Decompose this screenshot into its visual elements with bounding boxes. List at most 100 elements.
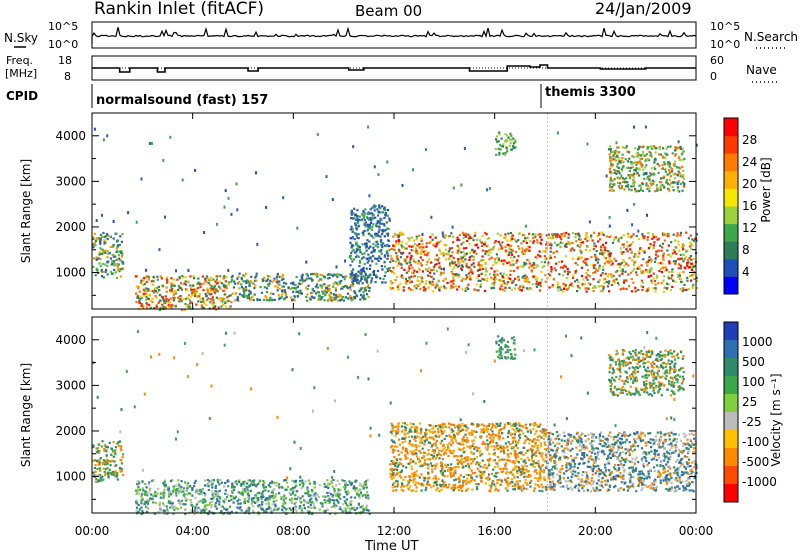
data-cell <box>211 497 214 500</box>
data-cell <box>591 286 595 289</box>
data-cell <box>438 249 441 252</box>
data-cell <box>515 459 518 462</box>
data-cell <box>317 495 320 499</box>
data-cell <box>339 488 342 491</box>
data-cell <box>457 261 460 264</box>
data-cell <box>629 161 632 164</box>
data-cell <box>691 274 694 277</box>
data-cell <box>450 232 453 235</box>
data-cell <box>418 267 421 270</box>
data-cell <box>260 291 264 294</box>
data-cell <box>104 468 107 471</box>
data-cell <box>514 465 517 468</box>
data-cell <box>650 184 653 187</box>
data-cell <box>288 507 291 510</box>
data-cell <box>175 491 178 495</box>
data-cell <box>115 232 118 235</box>
data-cell <box>458 484 461 487</box>
data-cell <box>633 261 636 264</box>
data-cell <box>94 459 97 462</box>
data-cell <box>378 206 381 209</box>
data-cell <box>428 241 431 244</box>
data-cell <box>492 424 495 427</box>
data-cell <box>451 262 454 265</box>
data-cell <box>484 231 487 235</box>
data-cell <box>627 183 630 187</box>
data-cell <box>478 447 481 450</box>
data-cell <box>425 245 428 248</box>
data-cell <box>432 477 435 480</box>
data-cell <box>651 258 654 262</box>
data-cell <box>518 232 521 235</box>
data-cell <box>101 248 104 252</box>
data-cell <box>481 443 484 446</box>
data-cell <box>691 284 694 287</box>
data-cell <box>364 212 367 215</box>
data-cell <box>679 277 682 281</box>
data-cell <box>296 226 299 230</box>
data-cell <box>185 484 188 487</box>
data-cell <box>515 423 518 426</box>
data-cell <box>538 470 542 473</box>
data-cell <box>682 287 685 290</box>
data-cell <box>184 496 187 499</box>
data-cell <box>532 241 535 245</box>
data-cell <box>410 236 413 239</box>
data-cell <box>498 153 501 156</box>
data-cell <box>445 465 448 468</box>
data-cell <box>252 482 256 485</box>
data-cell <box>531 283 534 286</box>
data-cell <box>511 432 514 436</box>
data-cell <box>98 262 101 265</box>
data-cell <box>586 269 589 272</box>
data-cell <box>280 497 283 500</box>
data-cell <box>481 459 484 462</box>
data-cell <box>212 479 215 482</box>
data-cell <box>195 289 198 292</box>
data-cell <box>438 288 441 291</box>
data-cell <box>681 290 684 293</box>
data-cell <box>97 443 100 446</box>
data-cell <box>210 279 213 282</box>
data-cell <box>487 236 491 240</box>
data-cell <box>397 449 400 452</box>
data-cell <box>691 267 694 270</box>
data-cell <box>548 286 551 289</box>
data-cell <box>315 273 318 276</box>
data-cell <box>316 286 319 289</box>
data-cell <box>448 422 451 425</box>
data-cell <box>516 482 520 485</box>
data-cell <box>164 307 167 310</box>
data-cell <box>627 235 630 239</box>
data-cell <box>429 282 432 285</box>
data-cell <box>490 256 493 259</box>
data-cell <box>192 275 195 278</box>
data-cell <box>494 258 497 261</box>
data-cell <box>687 237 690 240</box>
data-cell <box>427 258 431 261</box>
data-cell <box>679 175 682 178</box>
data-cell <box>545 243 548 246</box>
data-cell <box>521 489 524 492</box>
data-cell <box>109 245 112 248</box>
data-cell <box>653 161 656 164</box>
data-cell <box>276 286 279 289</box>
data-cell <box>397 235 400 238</box>
data-cell <box>496 232 499 235</box>
data-cell <box>204 279 207 282</box>
data-cell <box>224 284 227 287</box>
data-cell <box>345 498 349 501</box>
data-cell <box>679 234 682 237</box>
data-cell <box>284 508 287 511</box>
data-cell <box>634 147 637 150</box>
data-cell <box>481 423 484 426</box>
data-cell <box>524 249 527 252</box>
data-cell <box>383 261 386 264</box>
data-cell <box>119 235 122 238</box>
data-cell <box>251 500 254 504</box>
data-cell <box>195 503 198 506</box>
data-cell <box>103 241 106 244</box>
data-cell <box>456 236 459 239</box>
data-cell <box>415 249 418 252</box>
data-cell <box>99 476 102 479</box>
